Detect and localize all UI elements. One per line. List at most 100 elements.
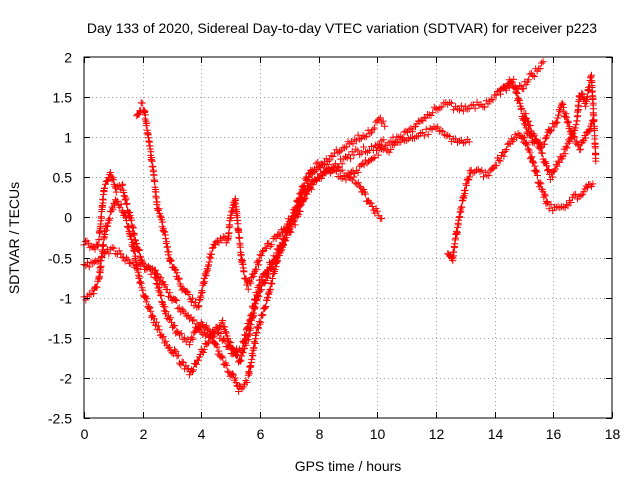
- data-point-marker: [238, 345, 246, 353]
- data-point-marker: [502, 86, 510, 94]
- data-point-marker: [456, 106, 463, 114]
- data-point-marker: [267, 285, 274, 293]
- data-point-marker: [262, 277, 270, 284]
- data-point-marker: [563, 144, 571, 152]
- data-point-marker: [573, 137, 581, 145]
- data-point-marker: [97, 214, 105, 222]
- data-point-marker: [205, 339, 212, 347]
- y-tick-label: -0.5: [48, 251, 72, 267]
- data-point-marker: [522, 110, 530, 118]
- data-point-marker: [246, 315, 254, 323]
- data-point-marker: [212, 324, 220, 331]
- data-point-marker: [124, 256, 132, 264]
- data-point-marker: [252, 295, 260, 303]
- data-point-marker: [522, 140, 529, 147]
- data-point-marker: [286, 227, 294, 235]
- data-point-marker: [510, 75, 518, 83]
- data-point-marker: [186, 341, 194, 349]
- data-point-marker: [154, 207, 162, 214]
- data-point-marker: [176, 331, 183, 339]
- data-point-marker: [257, 318, 265, 326]
- data-point-marker: [458, 203, 466, 211]
- data-point-marker: [439, 127, 447, 135]
- data-point-marker: [272, 235, 280, 242]
- data-point-marker: [104, 177, 112, 184]
- data-point-marker: [158, 298, 166, 306]
- data-point-marker: [586, 127, 594, 135]
- data-point-marker: [211, 340, 219, 348]
- data-point-marker: [585, 126, 593, 134]
- data-point-marker: [351, 170, 359, 177]
- data-point-marker: [343, 154, 351, 162]
- data-point-marker: [106, 245, 114, 253]
- data-point-marker: [194, 356, 202, 364]
- data-point-marker: [535, 140, 543, 148]
- data-point-marker: [332, 167, 340, 175]
- data-point-marker: [352, 137, 360, 145]
- data-point-marker: [139, 286, 147, 294]
- data-point-marker: [147, 307, 155, 315]
- data-point-marker: [568, 134, 576, 142]
- data-point-marker: [238, 352, 246, 360]
- data-point-marker: [227, 214, 235, 222]
- series-track-c: [80, 123, 473, 379]
- data-point-marker: [370, 124, 378, 132]
- data-point-marker: [110, 244, 118, 252]
- data-point-marker: [375, 115, 383, 123]
- data-point-marker: [287, 228, 295, 236]
- data-point-marker: [314, 158, 322, 166]
- data-point-marker: [113, 197, 121, 205]
- data-point-marker: [173, 269, 181, 277]
- data-point-marker: [367, 199, 375, 207]
- data-point-marker: [349, 140, 357, 148]
- data-point-marker: [438, 103, 446, 111]
- data-point-marker: [564, 202, 572, 210]
- data-point-marker: [121, 257, 129, 265]
- data-point-marker: [93, 283, 101, 291]
- data-point-marker: [543, 132, 551, 140]
- data-point-marker: [541, 140, 548, 148]
- y-tick-label: 0: [64, 210, 72, 226]
- data-point-marker: [501, 147, 509, 155]
- x-tick-label: 14: [488, 426, 504, 442]
- data-point-marker: [429, 109, 437, 117]
- data-point-marker: [248, 274, 256, 282]
- data-point-marker: [174, 305, 182, 313]
- y-tick-label: 1.5: [53, 90, 73, 106]
- data-point-marker: [162, 337, 170, 345]
- data-point-marker: [135, 273, 143, 281]
- data-point-marker: [241, 331, 249, 339]
- data-point-marker: [232, 379, 240, 386]
- data-point-marker: [178, 358, 186, 366]
- data-point-marker: [522, 81, 530, 89]
- data-point-marker: [208, 250, 216, 258]
- data-point-marker: [257, 252, 265, 260]
- data-point-marker: [186, 371, 194, 379]
- data-point-marker: [167, 257, 175, 265]
- data-point-marker: [107, 207, 115, 215]
- data-point-marker: [555, 111, 562, 119]
- data-point-marker: [257, 276, 265, 284]
- data-point-marker: [352, 167, 360, 174]
- data-point-marker: [528, 153, 536, 161]
- data-point-marker: [391, 139, 399, 147]
- data-point-marker: [463, 181, 470, 189]
- data-point-marker: [201, 278, 209, 286]
- y-tick-label: -1.5: [48, 331, 72, 347]
- data-point-marker: [120, 253, 128, 261]
- data-point-marker: [200, 345, 208, 353]
- data-point-marker: [142, 298, 150, 306]
- data-point-marker: [545, 126, 553, 133]
- series-track-b: [80, 164, 386, 366]
- data-point-marker: [259, 311, 267, 319]
- data-point-marker: [559, 101, 567, 108]
- data-point-marker: [533, 168, 541, 176]
- data-point-marker: [563, 201, 570, 209]
- series-track-f: [497, 58, 547, 94]
- y-tick-label: 0.5: [53, 170, 73, 186]
- data-point-marker: [480, 173, 487, 181]
- data-point-marker: [109, 176, 117, 184]
- x-tick-label: 6: [257, 426, 265, 442]
- data-point-marker: [301, 194, 309, 202]
